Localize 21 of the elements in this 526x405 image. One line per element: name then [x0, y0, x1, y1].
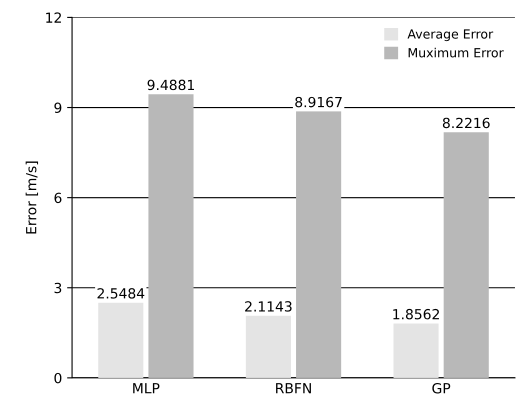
bar: [444, 130, 489, 378]
legend-label: Muximum Error: [408, 48, 504, 58]
y-tick-label: 12: [46, 12, 61, 23]
data-label: 1.8562: [393, 308, 439, 320]
x-tick-label: MLP: [133, 383, 160, 394]
data-label: 8.9167: [295, 96, 342, 108]
bar: [393, 322, 439, 378]
legend-label: Average Error: [408, 29, 494, 42]
y-tick-label: 3: [54, 282, 62, 294]
bar: [246, 314, 291, 378]
data-label: 8.2216: [442, 118, 490, 128]
data-label: 2.5484: [98, 288, 144, 299]
bar: [148, 92, 194, 378]
y-tick-label: 6: [54, 192, 62, 204]
x-tick-label: RBFN: [276, 383, 311, 394]
data-label: 9.4881: [148, 80, 194, 90]
y-axis-title: Error [m/s]: [26, 162, 38, 234]
data-label: 2.1143: [245, 301, 292, 312]
x-tick-label: GP: [432, 382, 450, 394]
y-tick-label: 0: [54, 372, 62, 384]
y-tick-label: 9: [54, 102, 62, 113]
